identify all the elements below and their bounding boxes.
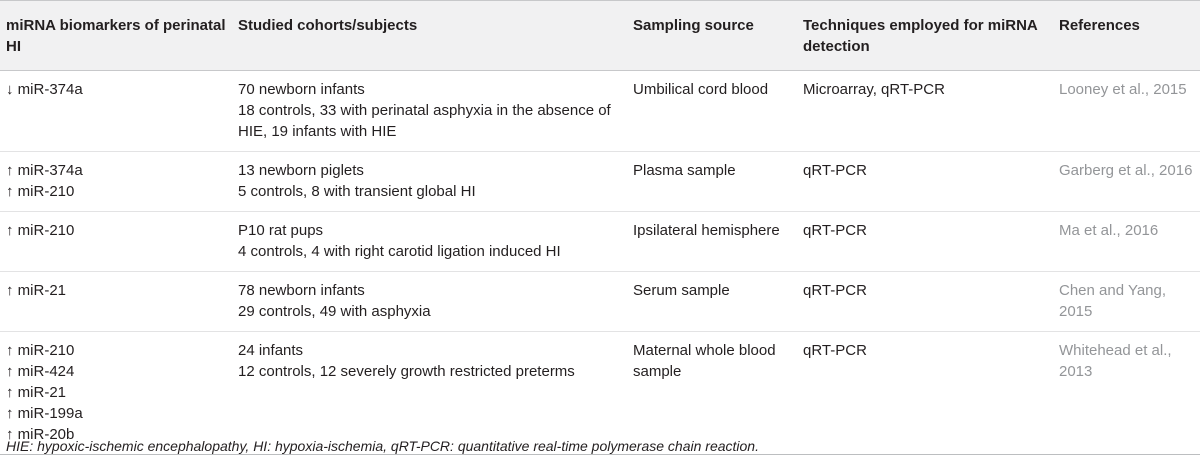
table-row: ↑ miR-210 P10 rat pups 4 controls, 4 wit… — [0, 211, 1200, 272]
mirna-biomarker-table-container: miRNA biomarkers of perinatal HI Studied… — [0, 0, 1200, 455]
biomarker-item: ↓ miR-374a — [6, 81, 83, 98]
cohort-subject: 78 newborn infants — [238, 282, 365, 299]
biomarker-item: ↑ miR-210 — [6, 183, 75, 200]
table-body: ↓ miR-374a 70 newborn infants 18 control… — [0, 70, 1200, 455]
reference-link[interactable]: Ma et al., 2016 — [1053, 211, 1200, 272]
cohort-subject: P10 rat pups — [238, 222, 324, 239]
header-cohorts: Studied cohorts/subjects — [232, 0, 627, 71]
technique-cell: qRT-PCR — [797, 211, 1053, 272]
cohort-detail: 12 controls, 12 severely growth restrict… — [238, 363, 575, 380]
table-header: miRNA biomarkers of perinatal HI Studied… — [0, 0, 1200, 71]
reference-link[interactable]: Looney et al., 2015 — [1053, 70, 1200, 152]
biomarker-cell: ↑ miR-374a ↑ miR-210 — [0, 151, 232, 212]
biomarker-cell: ↑ miR-210 — [0, 211, 232, 272]
header-sampling-source: Sampling source — [627, 0, 797, 71]
technique-cell: Microarray, qRT-PCR — [797, 70, 1053, 152]
biomarker-item: ↑ miR-374a — [6, 162, 83, 179]
table-row: ↑ miR-21 78 newborn infants 29 controls,… — [0, 271, 1200, 332]
sampling-source-cell: Umbilical cord blood — [627, 70, 797, 152]
table-row: ↑ miR-210 ↑ miR-424 ↑ miR-21 ↑ miR-199a … — [0, 331, 1200, 455]
header-biomarkers: miRNA biomarkers of perinatal HI — [0, 0, 232, 71]
cohort-detail: 29 controls, 49 with asphyxia — [238, 303, 431, 320]
cohort-cell: P10 rat pups 4 controls, 4 with right ca… — [232, 211, 627, 272]
header-row: miRNA biomarkers of perinatal HI Studied… — [0, 0, 1200, 71]
biomarker-item: ↑ miR-210 — [6, 342, 75, 359]
sampling-source-cell: Ipsilateral hemisphere — [627, 211, 797, 272]
cohort-detail: 18 controls, 33 with perinatal asphyxia … — [238, 102, 611, 140]
sampling-source-cell: Maternal whole blood sample — [627, 331, 797, 455]
biomarker-cell: ↓ miR-374a — [0, 70, 232, 152]
table-footnote: HIE: hypoxic-ischemic encephalopathy, HI… — [6, 438, 759, 454]
technique-cell: qRT-PCR — [797, 151, 1053, 212]
cohort-detail: 4 controls, 4 with right carotid ligatio… — [238, 243, 561, 260]
cohort-cell: 13 newborn piglets 5 controls, 8 with tr… — [232, 151, 627, 212]
cohort-cell: 24 infants 12 controls, 12 severely grow… — [232, 331, 627, 455]
biomarker-item: ↑ miR-210 — [6, 222, 75, 239]
biomarker-cell: ↑ miR-21 — [0, 271, 232, 332]
cohort-cell: 78 newborn infants 29 controls, 49 with … — [232, 271, 627, 332]
cohort-detail: 5 controls, 8 with transient global HI — [238, 183, 476, 200]
technique-cell: qRT-PCR — [797, 271, 1053, 332]
table-row: ↓ miR-374a 70 newborn infants 18 control… — [0, 70, 1200, 152]
cohort-subject: 24 infants — [238, 342, 304, 359]
biomarker-item: ↑ miR-21 — [6, 384, 67, 401]
sampling-source-cell: Plasma sample — [627, 151, 797, 212]
cohort-subject: 70 newborn infants — [238, 81, 365, 98]
reference-link[interactable]: Whitehead et al., 2013 — [1053, 331, 1200, 455]
biomarker-item: ↑ miR-199a — [6, 405, 83, 422]
biomarker-cell: ↑ miR-210 ↑ miR-424 ↑ miR-21 ↑ miR-199a … — [0, 331, 232, 455]
technique-cell: qRT-PCR — [797, 331, 1053, 455]
header-techniques: Techniques employed for miRNA detection — [797, 0, 1053, 71]
reference-link[interactable]: Chen and Yang, 2015 — [1053, 271, 1200, 332]
table-row: ↑ miR-374a ↑ miR-210 13 newborn piglets … — [0, 151, 1200, 212]
cohort-cell: 70 newborn infants 18 controls, 33 with … — [232, 70, 627, 152]
biomarker-item: ↑ miR-424 — [6, 363, 75, 380]
sampling-source-cell: Serum sample — [627, 271, 797, 332]
biomarker-item: ↑ miR-21 — [6, 282, 67, 299]
biomarker-item: ↑ miR-20b — [6, 426, 75, 443]
mirna-biomarker-table: miRNA biomarkers of perinatal HI Studied… — [0, 0, 1200, 455]
reference-link[interactable]: Garberg et al., 2016 — [1053, 151, 1200, 212]
header-references: References — [1053, 0, 1200, 71]
cohort-subject: 13 newborn piglets — [238, 162, 364, 179]
